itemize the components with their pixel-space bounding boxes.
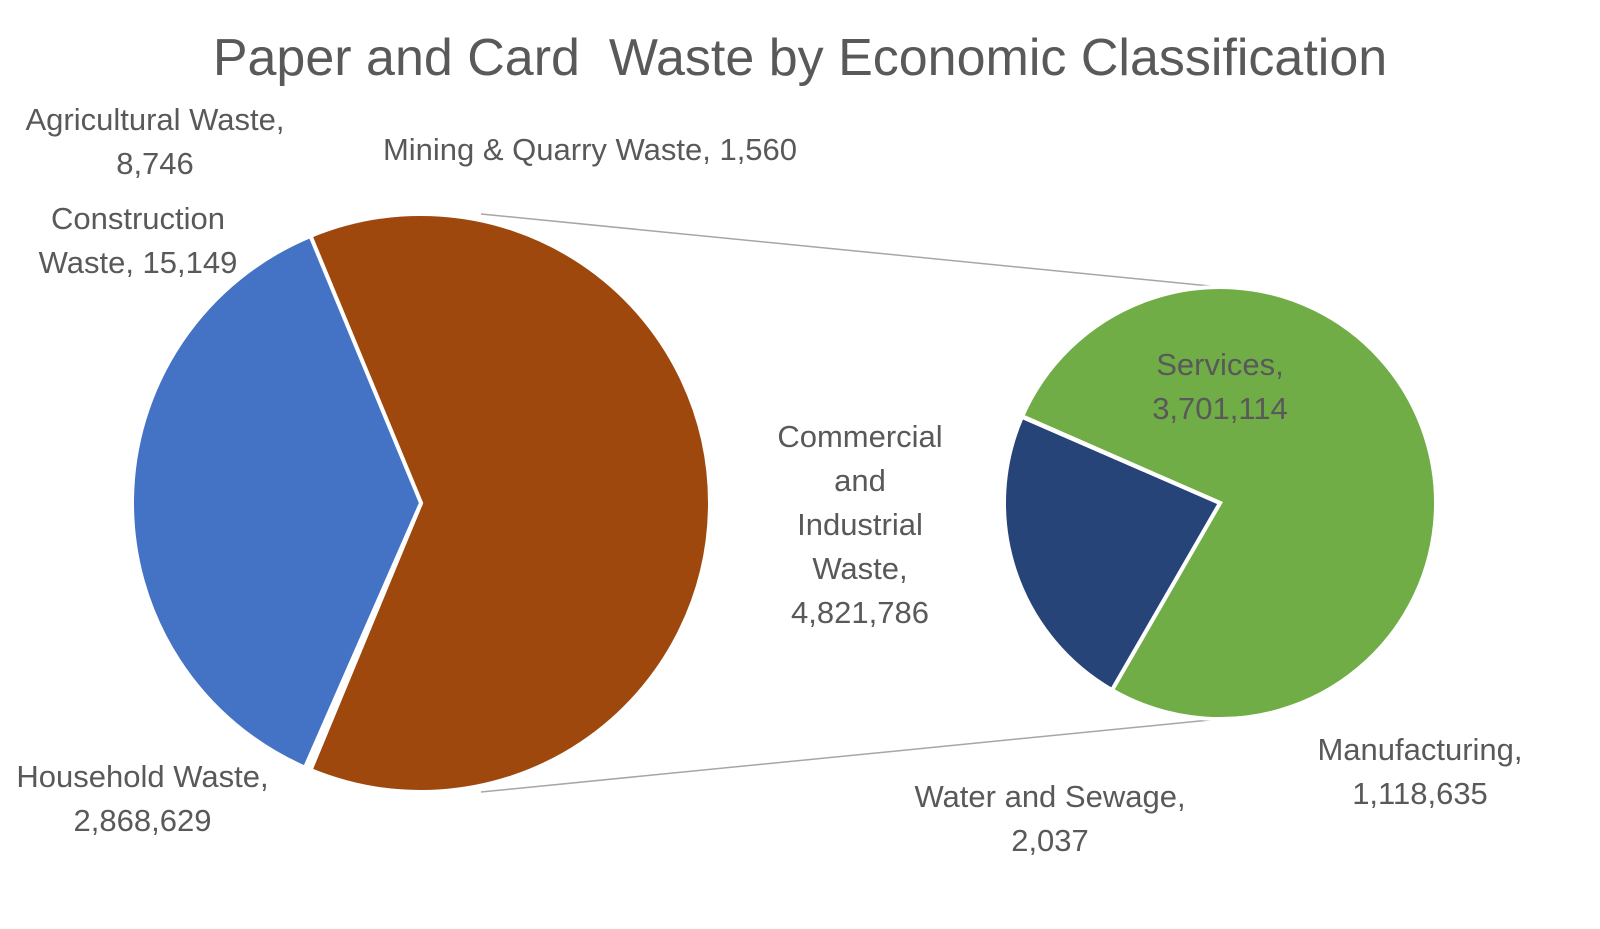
slice-commercial-and-industrial-waste — [307, 212, 712, 794]
label-construction-waste: Construction Waste, 15,149 — [38, 201, 238, 280]
label-water-and-sewage: Water and Sewage, 2,037 — [914, 779, 1186, 858]
primary-pie — [130, 212, 712, 794]
label-manufacturing: Manufacturing, 1,118,635 — [1317, 732, 1523, 811]
label-agricultural-waste: Agricultural Waste, 8,746 — [25, 102, 285, 181]
slice-services — [1019, 285, 1438, 721]
connector-line-top — [480, 213, 1221, 288]
connector-lines — [480, 213, 1221, 793]
label-mining-quarry-waste: Mining & Quarry Waste, 1,560 — [382, 132, 798, 167]
label-commercial-industrial-waste: Commercial and Industrial Waste, 4,821,7… — [777, 419, 943, 630]
label-household-waste: Household Waste, 2,868,629 — [16, 759, 269, 838]
slice-water-and-sewage — [1019, 413, 1221, 505]
connector-line-bottom — [480, 718, 1221, 793]
label-services: Services, 3,701,114 — [1152, 347, 1288, 426]
slice-household-waste — [130, 233, 424, 771]
chart-title: Paper and Card Waste by Economic Classif… — [212, 29, 1388, 87]
slice-manufacturing — [1002, 414, 1223, 693]
secondary-pie — [1002, 285, 1438, 721]
